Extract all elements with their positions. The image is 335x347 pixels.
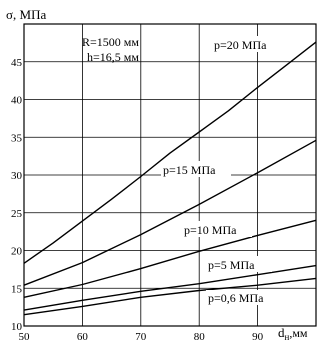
- x-axis-label-subscript: н: [285, 332, 290, 342]
- series-labels: p=20 МПа p=15 МПа p=10 МПа p=5 МПа p=0,6…: [161, 36, 285, 305]
- series-line-1: [23, 139, 317, 286]
- y-tick-label-20: 20: [11, 246, 23, 258]
- annotation-radius: R=1500 мм: [82, 35, 139, 49]
- series-label-p06: p=0,6 МПа: [208, 291, 264, 305]
- series-line-4: [23, 277, 317, 316]
- series-label-p20: p=20 МПа: [214, 38, 267, 52]
- annotation-height: h=16,5 мм: [87, 50, 139, 64]
- x-tick-label-90: 90: [252, 331, 264, 343]
- series-label-bg-p20: [212, 36, 282, 52]
- y-tick-label-45: 45: [11, 57, 23, 69]
- y-tick-labels: 10 15 20 25 30 35 40 45: [11, 57, 23, 333]
- series-line-3: [23, 264, 317, 311]
- x-tick-label-50: 50: [19, 331, 31, 343]
- x-tick-label-80: 80: [194, 331, 206, 343]
- series-label-bg-p15: [161, 161, 231, 177]
- series-label-bg-p5: [206, 256, 272, 272]
- y-axis-label: σ, МПа: [6, 7, 46, 22]
- x-tick-label-60: 60: [77, 331, 89, 343]
- x-tick-labels: 50 60 70 80 90: [19, 331, 264, 343]
- series-label-bg-p10: [182, 221, 252, 237]
- x-axis-label-main: d: [278, 325, 285, 340]
- y-tick-label-15: 15: [11, 283, 23, 295]
- series-lines: [23, 41, 317, 316]
- series-label-p15: p=15 МПа: [163, 163, 216, 177]
- y-tick-label-25: 25: [11, 208, 23, 220]
- y-tick-label-40: 40: [11, 95, 23, 107]
- series-line-0: [23, 41, 317, 264]
- y-tick-label-10: 10: [11, 321, 23, 333]
- plot-frame: [23, 23, 317, 327]
- series-label-p10: p=10 МПа: [184, 223, 237, 237]
- series-line-2: [23, 219, 317, 298]
- y-tick-label-30: 30: [11, 170, 23, 182]
- x-axis-label-unit: ,мм: [289, 326, 308, 340]
- x-tick-label-70: 70: [135, 331, 147, 343]
- x-axis-label: dн,мм: [278, 325, 308, 342]
- y-tick-label-35: 35: [11, 132, 23, 144]
- grid: [24, 24, 316, 326]
- series-label-bg-p06: [206, 290, 285, 305]
- series-label-p5: p=5 МПа: [208, 258, 255, 272]
